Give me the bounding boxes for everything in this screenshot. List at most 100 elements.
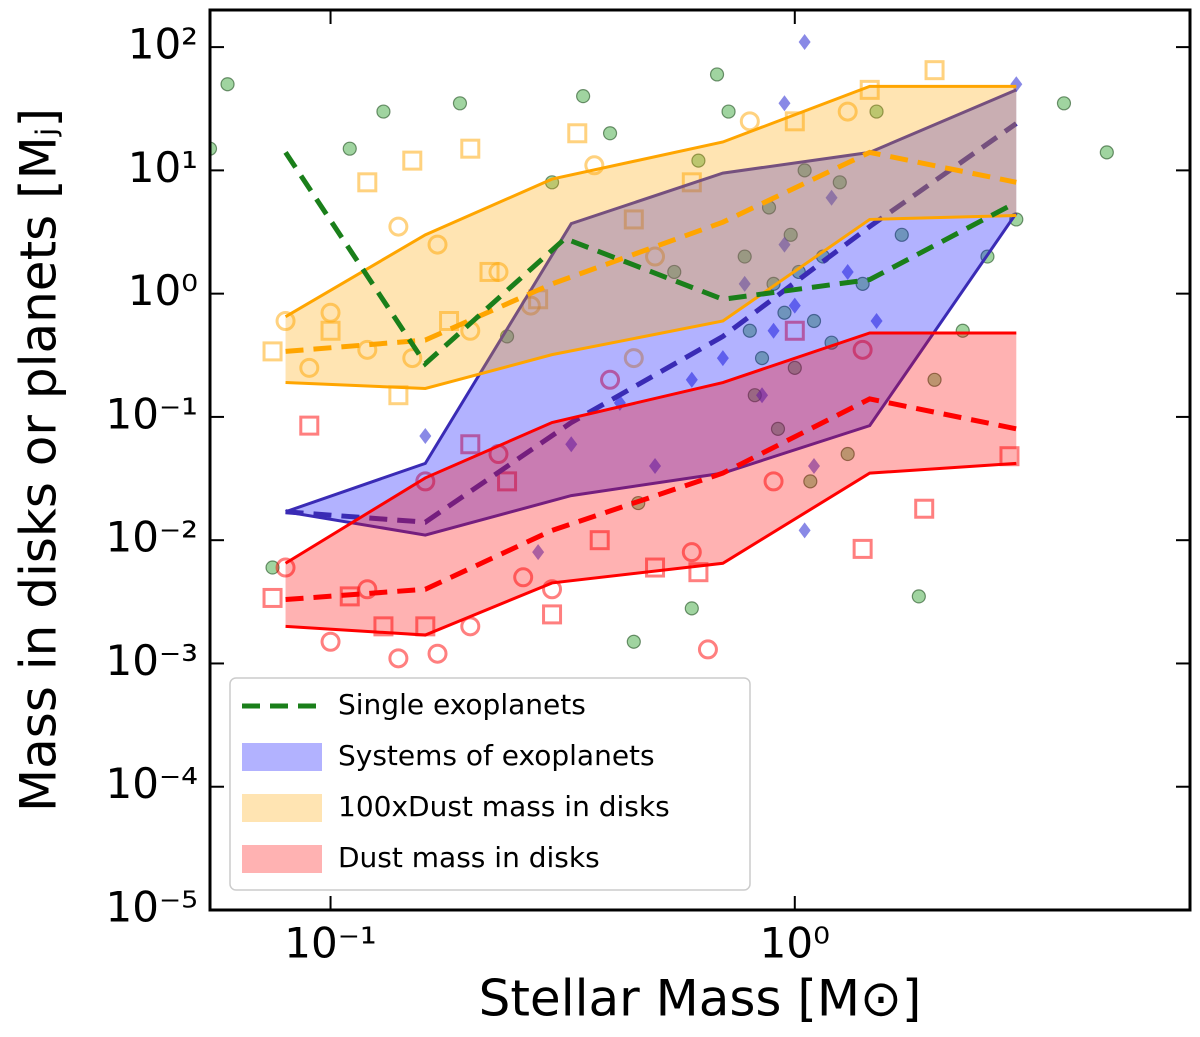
scatter-point: [262, 341, 283, 362]
scatter-point: [1056, 96, 1072, 111]
band-edge: [285, 212, 1018, 537]
legend-label: Dust mass in disks: [338, 841, 600, 874]
scatter-point: [894, 227, 909, 242]
scatter-point: [767, 322, 780, 339]
legend-label: Systems of exoplanets: [338, 739, 655, 772]
scatter-point: [427, 234, 448, 255]
scatter-point: [770, 421, 786, 436]
scatter-point: [388, 216, 409, 237]
scatter-point: [623, 209, 644, 230]
band-median: [285, 121, 1018, 525]
scatter-point: [684, 601, 699, 616]
band-median: [285, 149, 1017, 354]
scatter-point: [837, 101, 858, 122]
scatter-point: [783, 227, 798, 242]
legend-swatch: [242, 845, 322, 873]
line: [283, 150, 1018, 368]
scatter-point: [852, 538, 873, 559]
scatter-point: [460, 434, 481, 455]
scatter-point: [852, 339, 873, 360]
scatter-point: [1010, 76, 1023, 93]
y-axis-label: Mass in disks or planets [Mⱼ]: [10, 108, 68, 812]
scatter-point: [784, 111, 805, 132]
scatter-point: [742, 323, 757, 338]
scatter-point: [626, 634, 641, 649]
scatter-point: [709, 67, 725, 82]
legend-label: 100xDust mass in disks: [338, 790, 670, 823]
scatter-point: [388, 385, 409, 406]
scatter-point: [697, 639, 718, 660]
scatter-point: [645, 246, 666, 267]
scatter-point: [716, 350, 729, 367]
scatter-point: [497, 471, 518, 492]
scatter-point: [721, 104, 736, 119]
scatter-point: [567, 123, 588, 144]
scatter-point: [542, 604, 563, 625]
scatter-point: [681, 542, 702, 563]
legend-swatch: [242, 794, 322, 822]
scatter-point: [808, 457, 821, 474]
band-edge: [285, 88, 1017, 514]
y-tick-label: 10²: [128, 20, 198, 69]
scatter-point: [210, 141, 218, 156]
scatter-point: [220, 77, 235, 92]
scatter-point: [778, 95, 791, 112]
scatter-point: [685, 371, 698, 388]
scatter-point: [357, 172, 378, 193]
scatter-point: [738, 275, 751, 292]
scatter-point: [914, 498, 935, 519]
scatter-point: [737, 249, 752, 264]
scatter-point: [565, 436, 578, 453]
y-tick-label: 10¹: [128, 143, 198, 192]
scatter-point: [798, 522, 811, 539]
scatter-point: [542, 579, 563, 600]
scatter-point: [299, 415, 320, 436]
scatter-point: [265, 560, 280, 575]
legend-swatch: [242, 743, 322, 771]
scatter-point: [275, 557, 296, 578]
x-tick-label: 10⁻¹: [284, 919, 376, 968]
scatter-point: [373, 616, 394, 637]
scatter-point: [778, 236, 791, 253]
scatter-point: [825, 189, 838, 206]
scatter-point: [911, 589, 926, 604]
band-edge: [284, 84, 1017, 319]
y-tick-label: 10⁻¹: [106, 389, 198, 438]
plot-frame: [208, 8, 1192, 912]
scatter-point: [924, 60, 945, 81]
scatter-point: [320, 320, 341, 341]
scatter-point: [460, 138, 481, 159]
y-tick-label: 10⁻⁴: [106, 759, 198, 808]
scatter-point: [763, 471, 784, 492]
scatter-point: [667, 264, 682, 280]
scatter-point: [589, 530, 610, 551]
scatter-point: [513, 567, 534, 588]
scatter-point: [388, 648, 409, 669]
scatter-point: [439, 310, 460, 331]
scatter-point: [841, 263, 854, 280]
band-edge: [285, 461, 1017, 637]
scatter-point: [376, 104, 391, 119]
scatter-point: [479, 261, 500, 282]
band-edge: [284, 331, 1017, 565]
legend-label: Single exoplanets: [338, 688, 586, 721]
scatter-point: [784, 320, 805, 341]
band-area: [285, 332, 1017, 636]
scatter-point: [452, 96, 468, 111]
x-axis-label: Stellar Mass [M⊙]: [479, 970, 922, 1028]
scatter-point: [798, 34, 811, 51]
scatter-point: [788, 297, 801, 314]
scatter-point: [623, 348, 644, 369]
legend-box: [229, 677, 751, 891]
band-area: [285, 86, 1017, 389]
scatter-point: [262, 587, 283, 608]
y-tick-label: 10⁻⁵: [106, 883, 198, 932]
y-tick-label: 10⁻²: [106, 513, 198, 562]
scatter-point: [803, 474, 818, 489]
scatter-point: [342, 141, 357, 156]
scatter-point: [869, 104, 884, 119]
scatter-point: [419, 428, 432, 445]
scatter-point: [402, 348, 423, 369]
band-area: [285, 89, 1017, 536]
